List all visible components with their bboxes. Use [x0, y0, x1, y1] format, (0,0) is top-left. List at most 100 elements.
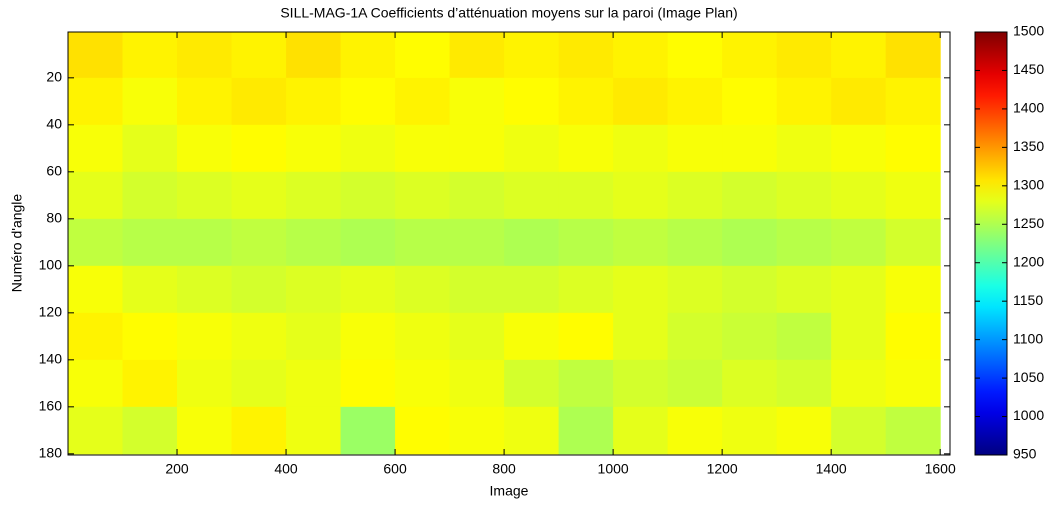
heatmap-cell — [722, 406, 778, 455]
heatmap-cell — [340, 359, 396, 408]
heatmap-cell — [177, 312, 233, 361]
heatmap-cell — [776, 124, 832, 173]
heatmap-cell — [831, 32, 887, 79]
heatmap-cell — [177, 124, 233, 173]
heatmap-cell — [722, 312, 778, 361]
y-tick-label: 60 — [46, 163, 62, 179]
heatmap-cell — [395, 171, 451, 220]
heatmap-cell — [68, 218, 124, 267]
heatmap-cell — [885, 171, 941, 220]
y-tick-label: 80 — [46, 210, 62, 226]
heatmap-cell — [831, 312, 887, 361]
heatmap-cell — [776, 171, 832, 220]
colorbar-tick-label: 1150 — [1013, 292, 1043, 308]
heatmap-cell — [558, 359, 614, 408]
heatmap-cell — [885, 124, 941, 173]
heatmap-cell — [340, 218, 396, 267]
heatmap-cell — [231, 124, 287, 173]
colorbar-tick-label: 1450 — [1013, 61, 1044, 77]
heatmap-cell — [286, 359, 342, 408]
heatmap-cell — [831, 124, 887, 173]
heatmap-cell — [613, 312, 669, 361]
heatmap-cell — [504, 32, 560, 79]
heatmap-cell — [231, 265, 287, 314]
x-tick-label: 800 — [492, 461, 516, 477]
heatmap-cell — [340, 406, 396, 455]
heatmap-cell — [504, 312, 560, 361]
heatmap-cell — [885, 312, 941, 361]
heatmap-cell — [558, 32, 614, 79]
heatmap-cell — [831, 218, 887, 267]
heatmap-cell — [558, 124, 614, 173]
heatmap-cell — [776, 77, 832, 126]
heatmap-cell — [831, 406, 887, 455]
heatmap-cell — [722, 359, 778, 408]
heatmap-cell — [504, 124, 560, 173]
heatmap-cell — [68, 359, 124, 408]
colorbar — [974, 31, 1008, 456]
heatmap-cell — [667, 312, 723, 361]
heatmap-cell — [613, 77, 669, 126]
heatmap-cell — [885, 32, 941, 79]
heatmap-cell — [395, 359, 451, 408]
heatmap-cell — [449, 218, 505, 267]
heatmap-cell — [776, 218, 832, 267]
heatmap-cell — [449, 124, 505, 173]
heatmap-cell — [340, 265, 396, 314]
x-tick-label: 1400 — [816, 461, 847, 477]
heatmap-cell — [449, 265, 505, 314]
heatmap-cell — [722, 32, 778, 79]
heatmap-cell — [558, 265, 614, 314]
heatmap-cell — [286, 77, 342, 126]
x-tick-label: 1000 — [598, 461, 629, 477]
heatmap-cell — [885, 359, 941, 408]
heatmap-cell — [177, 77, 233, 126]
heatmap-cell — [231, 171, 287, 220]
heatmap-cell — [722, 124, 778, 173]
x-tick-label: 200 — [165, 461, 189, 477]
x-axis-label: Image — [490, 483, 529, 499]
heatmap-cell — [558, 312, 614, 361]
heatmap-cell — [286, 406, 342, 455]
colorbar-tick-label: 1000 — [1013, 407, 1044, 423]
heatmap-cell — [504, 171, 560, 220]
heatmap-cell — [722, 171, 778, 220]
heatmap-cell — [177, 359, 233, 408]
heatmap-cell — [122, 265, 178, 314]
colorbar-tick-label: 1200 — [1013, 253, 1044, 269]
cells — [68, 32, 941, 455]
heatmap-cell — [776, 406, 832, 455]
heatmap-cell — [177, 32, 233, 79]
colorbar-tick-label: 1250 — [1013, 215, 1044, 231]
y-tick-label: 160 — [39, 398, 63, 414]
heatmap-cell — [68, 265, 124, 314]
heatmap-cell — [776, 359, 832, 408]
heatmap-cell — [68, 77, 124, 126]
heatmap-cell — [286, 171, 342, 220]
y-axis-label: Numéro d'angle — [9, 194, 25, 293]
colorbar-tick-label: 1300 — [1013, 177, 1044, 193]
heatmap-cell — [449, 171, 505, 220]
heatmap-cell — [68, 406, 124, 455]
heatmap-cell — [122, 218, 178, 267]
heatmap-cell — [122, 359, 178, 408]
heatmap-cell — [504, 406, 560, 455]
heatmap-cell — [177, 218, 233, 267]
heatmap-cell — [831, 171, 887, 220]
heatmap-cell — [68, 171, 124, 220]
heatmap-cell — [613, 171, 669, 220]
colorbar-tick-label: 1350 — [1013, 138, 1044, 154]
heatmap-cell — [286, 32, 342, 79]
heatmap-cell — [122, 77, 178, 126]
heatmap-cell — [395, 32, 451, 79]
plot-frame — [67, 31, 951, 456]
heatmap-cell — [395, 406, 451, 455]
heatmap-cell — [68, 124, 124, 173]
x-tick-label: 400 — [274, 461, 298, 477]
heatmap-cell — [177, 406, 233, 455]
heatmap-cell — [613, 218, 669, 267]
x-tick-label: 1600 — [925, 461, 956, 477]
colorbar-tick-label: 1400 — [1013, 100, 1044, 116]
heatmap-cell — [776, 265, 832, 314]
heatmap-cell — [286, 265, 342, 314]
